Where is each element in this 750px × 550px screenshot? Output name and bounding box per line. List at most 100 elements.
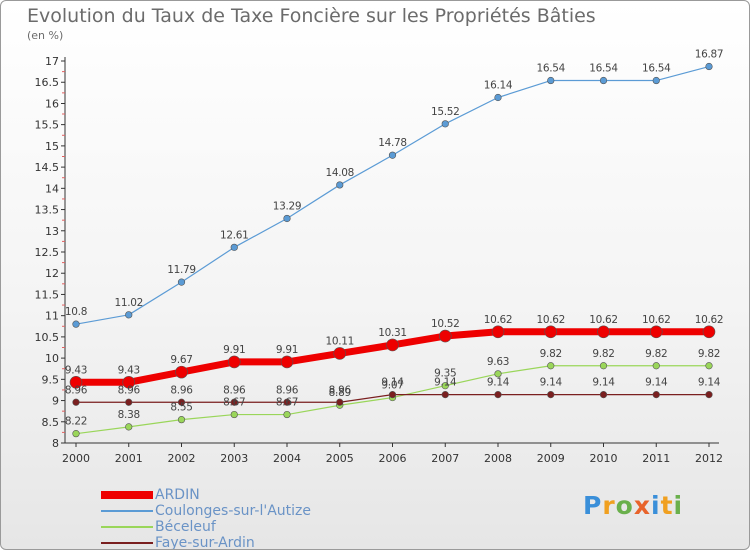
series-line [75, 65, 710, 325]
data-point [652, 391, 660, 399]
data-point [230, 398, 238, 406]
x-tick-label: 2005 [326, 452, 354, 465]
data-point [705, 62, 713, 71]
data-label: 16.54 [589, 63, 618, 75]
data-label: 9.14 [381, 377, 404, 389]
x-tick-label: 2007 [431, 452, 459, 465]
data-point [494, 370, 502, 378]
data-label: 11.02 [114, 297, 143, 309]
y-tick-label: 17 [45, 55, 59, 68]
data-point [283, 398, 291, 406]
data-label: 9.43 [65, 364, 87, 376]
data-label: 9.63 [487, 356, 509, 368]
data-label: 9.91 [223, 344, 245, 356]
data-label: 16.14 [484, 80, 513, 92]
logo-letter: x [633, 491, 651, 520]
data-point [388, 151, 397, 159]
data-label: 9.91 [276, 344, 298, 356]
x-tick-label: 2008 [484, 452, 512, 465]
data-point [494, 391, 502, 399]
data-point [283, 214, 291, 223]
data-label: 9.82 [540, 348, 562, 360]
data-point [547, 76, 555, 85]
data-label: 8.96 [170, 384, 193, 396]
legend-label: Béceleuf [155, 519, 216, 535]
data-point [652, 76, 660, 85]
data-point [336, 398, 344, 406]
legend-label: Coulonges-sur-l'Autize [155, 503, 311, 519]
proxiti-logo: Proxiti [583, 491, 683, 520]
data-point [72, 320, 80, 328]
y-tick-label: 14 [45, 182, 59, 195]
data-point [386, 338, 399, 352]
data-point [177, 278, 186, 286]
data-point [702, 325, 716, 339]
data-label: 9.43 [118, 364, 140, 376]
data-point [333, 347, 347, 360]
y-tick-label: 14.5 [35, 161, 60, 174]
data-point [125, 398, 133, 406]
logo-letter: o [615, 491, 634, 520]
data-label: 9.14 [645, 377, 668, 389]
data-label: 8.55 [170, 402, 192, 414]
y-tick-label: 10.5 [35, 331, 60, 344]
logo-letter: r [602, 491, 616, 520]
x-tick-label: 2003 [220, 452, 248, 465]
data-point [280, 355, 294, 369]
data-label: 14.08 [325, 167, 354, 179]
data-label: 8.89 [329, 387, 351, 399]
data-label: 10.62 [695, 314, 724, 326]
data-label: 8.67 [276, 397, 298, 409]
data-label: 10.8 [65, 306, 87, 318]
data-point [705, 391, 713, 399]
data-label: 10.62 [536, 314, 565, 326]
data-label: 10.62 [642, 314, 671, 326]
legend-swatch [101, 491, 153, 499]
data-label: 9.14 [698, 377, 721, 389]
data-point [69, 376, 83, 389]
data-label: 9.14 [540, 377, 563, 389]
y-tick-label: 12.5 [35, 246, 60, 259]
data-point [547, 362, 555, 370]
y-tick-label: 15.5 [35, 119, 60, 132]
data-point [175, 365, 188, 379]
data-point [494, 93, 502, 102]
y-tick-label: 13.5 [35, 204, 60, 217]
data-label: 8.67 [223, 397, 245, 409]
data-point [652, 362, 660, 370]
data-label: 8.38 [118, 409, 140, 421]
data-point [177, 398, 186, 406]
data-label: 16.87 [695, 49, 724, 61]
y-tick-label: 8 [52, 437, 59, 450]
data-label: 14.78 [378, 137, 407, 149]
data-point [122, 376, 136, 389]
data-label: 8.96 [118, 384, 141, 396]
data-point [227, 355, 241, 369]
data-label: 9.14 [434, 377, 457, 389]
x-tick-label: 2004 [273, 452, 301, 465]
y-tick-label: 10 [45, 352, 59, 365]
data-label: 10.52 [431, 318, 460, 330]
data-point [547, 391, 555, 399]
data-label: 10.62 [484, 314, 513, 326]
x-tick-label: 2009 [537, 452, 565, 465]
logo-letter: t [660, 491, 674, 520]
data-point [597, 325, 610, 339]
data-point [491, 325, 505, 339]
data-label: 9.35 [434, 368, 456, 380]
data-label: 8.96 [329, 384, 352, 396]
data-point [599, 362, 608, 370]
data-point [230, 410, 238, 419]
y-tick-label: 11.5 [35, 288, 60, 301]
data-point [283, 410, 291, 419]
data-point [441, 120, 449, 128]
y-tick-label: 9.5 [42, 373, 60, 386]
data-point [441, 382, 449, 390]
x-tick-label: 2002 [168, 452, 196, 465]
y-tick-label: 12 [45, 267, 59, 280]
data-point [649, 325, 663, 339]
data-label: 8.96 [65, 384, 88, 396]
x-tick-label: 2011 [642, 452, 670, 465]
data-label: 9.14 [592, 377, 615, 389]
